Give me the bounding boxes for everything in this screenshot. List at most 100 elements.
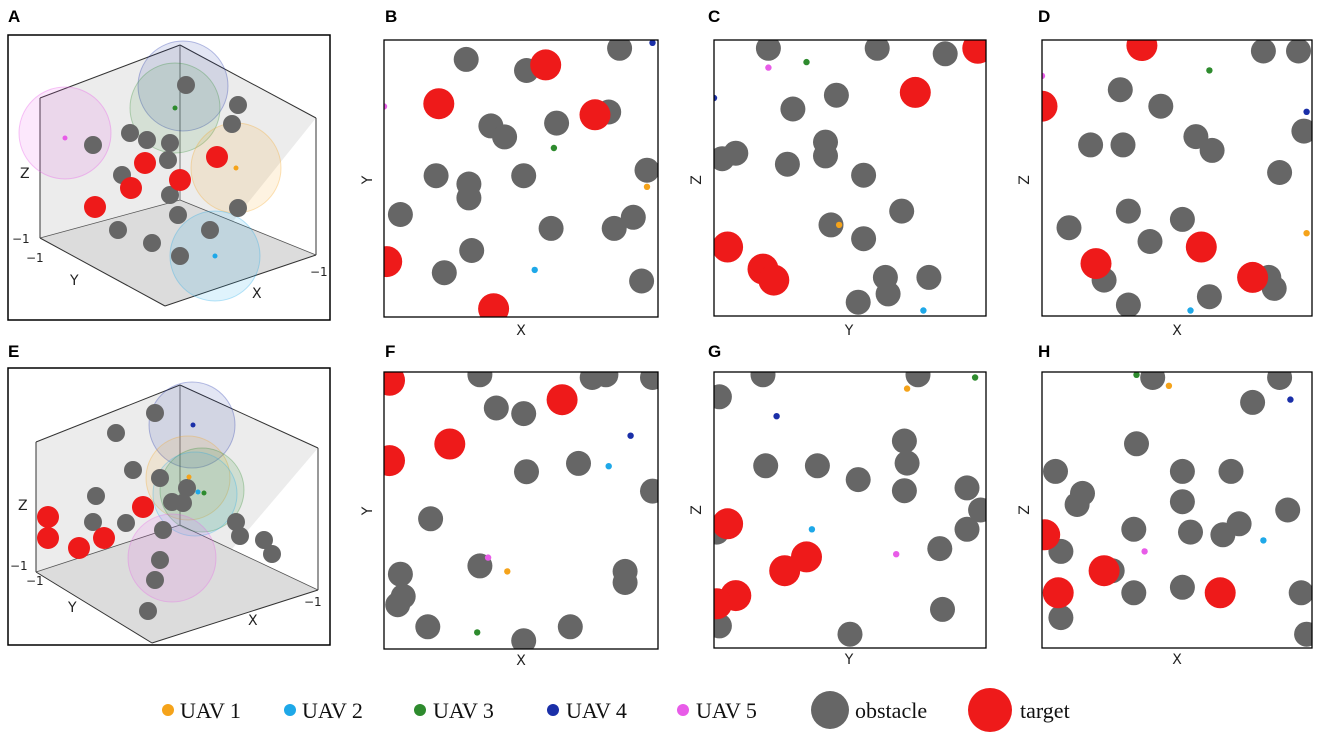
target-marker (714, 508, 744, 540)
target-marker (132, 496, 154, 518)
panel-h-x-label: X (1172, 652, 1182, 668)
target-marker (1088, 555, 1120, 587)
obstacle-marker (255, 531, 273, 549)
obstacle-marker (171, 247, 189, 265)
obstacle-marker (845, 289, 871, 315)
target-marker (714, 588, 733, 620)
panel-f-y-label: Y (360, 506, 376, 516)
obstacle-marker (968, 497, 986, 523)
obstacle-marker (1291, 118, 1312, 144)
obstacle-marker (875, 281, 901, 307)
obstacle-marker (889, 198, 915, 224)
uav-4-marker (1287, 396, 1294, 403)
obstacle-marker (1115, 292, 1141, 316)
legend: UAV 1 UAV 2 UAV 3 UAV 4 UAV 5 obstacle t… (162, 688, 1070, 732)
uav-1-marker (504, 568, 511, 575)
obstacle-marker (154, 521, 172, 539)
uav-5-marker (765, 64, 772, 71)
obstacle-marker (845, 467, 871, 493)
obstacle-marker (467, 372, 493, 388)
target-marker (1237, 261, 1269, 293)
obstacle-marker (121, 124, 139, 142)
obstacle-marker (1121, 516, 1147, 542)
panel-letter-b: B (385, 7, 397, 26)
target-marker (93, 527, 115, 549)
panel-letter-g: G (708, 342, 721, 361)
panel-a-z-tick: −1 (12, 232, 30, 246)
target-marker (758, 264, 790, 296)
obstacle-marker (851, 226, 877, 252)
obstacle-marker (891, 428, 917, 454)
obstacle-marker (544, 110, 570, 136)
panel-e-y-tick: −1 (26, 574, 44, 588)
obstacle-marker (1078, 132, 1104, 158)
obstacle-marker (1121, 580, 1147, 606)
obstacle-marker (456, 185, 482, 211)
obstacle-marker (714, 613, 732, 639)
panel-b-markers (384, 40, 658, 317)
obstacle-marker (1137, 229, 1163, 254)
obstacle-marker (201, 221, 219, 239)
legend-label-uav-3: UAV 3 (433, 698, 494, 723)
panel-g: G Y Z (689, 342, 987, 668)
obstacle-marker (818, 212, 844, 238)
panel-c-frame (713, 39, 987, 317)
obstacle-marker (1169, 458, 1195, 484)
uav-3-marker (971, 374, 979, 381)
obstacle-marker (837, 621, 863, 647)
obstacle-marker (263, 545, 281, 563)
uav-4-swatch (547, 704, 559, 716)
obstacle-marker (640, 478, 658, 504)
obstacle-marker (930, 596, 955, 622)
target-marker (579, 99, 611, 131)
uav-2-marker (531, 266, 538, 274)
obstacle-marker (231, 527, 249, 545)
obstacle-swatch (811, 691, 849, 729)
target-marker (384, 372, 405, 396)
panel-letter-f: F (385, 342, 395, 361)
panel-g-markers (714, 372, 986, 647)
uav-1-swatch (162, 704, 174, 716)
obstacle-marker (227, 513, 245, 531)
panel-d-x-label: X (1172, 323, 1182, 339)
uav-2-marker (195, 489, 201, 495)
uav-3-swatch (414, 704, 426, 716)
uav-2-swatch (284, 704, 296, 716)
obstacle-marker (1261, 275, 1287, 301)
uav-5-marker (893, 551, 900, 558)
panel-b-x-label: X (516, 323, 526, 339)
uav-5-marker (484, 554, 492, 561)
legend-label-uav-4: UAV 4 (566, 698, 627, 723)
target-marker (714, 231, 744, 263)
panel-h: H X Z (1017, 342, 1313, 668)
obstacle-marker (916, 264, 942, 290)
obstacle-marker (640, 372, 658, 390)
obstacle-marker (453, 46, 479, 72)
target-marker (1080, 248, 1112, 280)
uav-4-marker (649, 40, 656, 46)
panel-e-uav-2-sphere (152, 451, 238, 537)
obstacle-marker (593, 372, 619, 388)
panel-e-z-tick: −1 (10, 559, 28, 573)
obstacle-marker (1286, 40, 1311, 64)
obstacle-marker (159, 151, 177, 169)
target-marker (169, 169, 191, 191)
panel-d-markers (1042, 40, 1312, 316)
uav-2-marker (605, 463, 612, 470)
obstacle-marker (139, 602, 157, 620)
target-marker (769, 555, 801, 587)
obstacle-marker (1169, 489, 1195, 515)
obstacle-marker (1218, 458, 1244, 484)
uav-5-swatch (677, 704, 689, 716)
panel-f-frame (383, 371, 659, 650)
obstacle-marker (1124, 431, 1149, 457)
panel-e-uav-5-sphere (127, 513, 217, 603)
obstacle-marker (229, 199, 247, 217)
panel-letter-d: D (1038, 7, 1050, 26)
obstacle-marker (174, 494, 192, 512)
obstacle-marker (84, 136, 102, 154)
obstacle-marker (387, 202, 413, 227)
target-marker (84, 196, 106, 218)
obstacle-marker (146, 571, 164, 589)
